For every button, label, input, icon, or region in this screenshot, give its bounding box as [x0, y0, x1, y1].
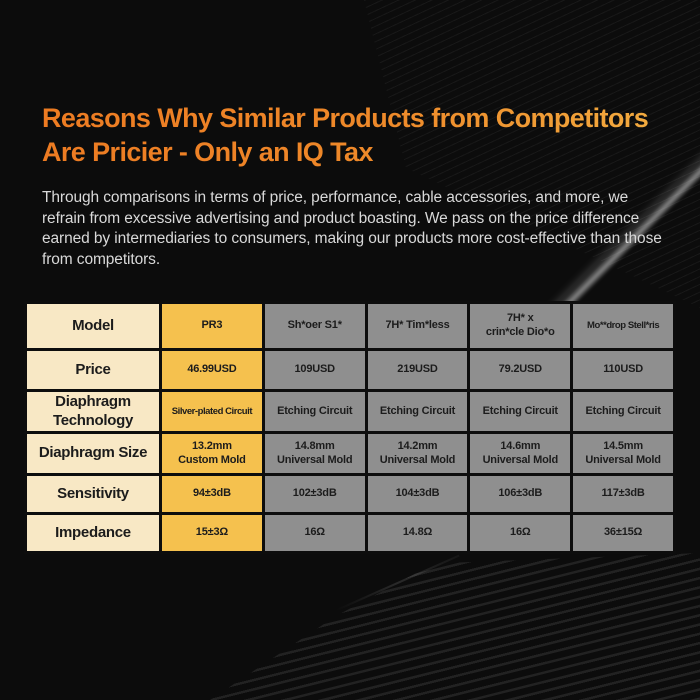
table-cell: 94±3dB — [162, 476, 262, 512]
table-cell: 14.5mm Universal Mold — [573, 434, 673, 473]
table-cell: Etching Circuit — [264, 392, 365, 431]
table-cell: 46.99USD — [162, 351, 262, 389]
table-cell: 104±3dB — [367, 476, 468, 512]
table-cell: 109USD — [264, 351, 365, 389]
comparison-table: Model PR3 Sh*oer S1* 7H* Tim*less 7H* x … — [24, 301, 676, 554]
table-cell: 15±3Ω — [162, 515, 262, 551]
table-cell: 16Ω — [470, 515, 571, 551]
table-cell: Sh*oer S1* — [264, 304, 365, 348]
table-cell: Etching Circuit — [367, 392, 468, 431]
table-cell: 219USD — [367, 351, 468, 389]
row-header-diaphragm-size: Diaphragm Size — [27, 434, 159, 473]
table-cell: PR3 — [162, 304, 262, 348]
table-cell: 79.2USD — [470, 351, 571, 389]
table-cell: 110USD — [573, 351, 673, 389]
table-cell: Silver-plated Circuit — [162, 392, 262, 431]
table-cell: 16Ω — [264, 515, 365, 551]
table-cell: 7H* Tim*less — [367, 304, 468, 348]
table-cell: 7H* x crin*cle Dio*o — [470, 304, 571, 348]
texture-edge-highlight — [335, 554, 460, 612]
table-cell: Mo**drop Stell*ris — [573, 304, 673, 348]
row-header-model: Model — [27, 304, 159, 348]
page-title-line1: Reasons Why Similar Products from Compet… — [42, 103, 649, 133]
table-cell: 14.8Ω — [367, 515, 468, 551]
table-cell: 14.8mm Universal Mold — [264, 434, 365, 473]
page-title-line2: Are Pricier - Only an IQ Tax — [42, 137, 373, 167]
table-cell: 102±3dB — [264, 476, 365, 512]
row-header-impedance: Impedance — [27, 515, 159, 551]
table-cell: 117±3dB — [573, 476, 673, 512]
table-cell: 14.6mm Universal Mold — [470, 434, 571, 473]
intro-paragraph: Through comparisons in terms of price, p… — [42, 189, 662, 268]
table-cell: 36±15Ω — [573, 515, 673, 551]
table-cell: 13.2mm Custom Mold — [162, 434, 262, 473]
page-title: Reasons Why Similar Products from Compet… — [42, 101, 682, 169]
table-cell: Etching Circuit — [470, 392, 571, 431]
row-header-diaphragm-technology: Diaphragm Technology — [27, 392, 159, 431]
row-header-sensitivity: Sensitivity — [27, 476, 159, 512]
table-cell: 106±3dB — [470, 476, 571, 512]
table-cell: Etching Circuit — [573, 392, 673, 431]
table-cell: 14.2mm Universal Mold — [367, 434, 468, 473]
row-header-price: Price — [27, 351, 159, 389]
